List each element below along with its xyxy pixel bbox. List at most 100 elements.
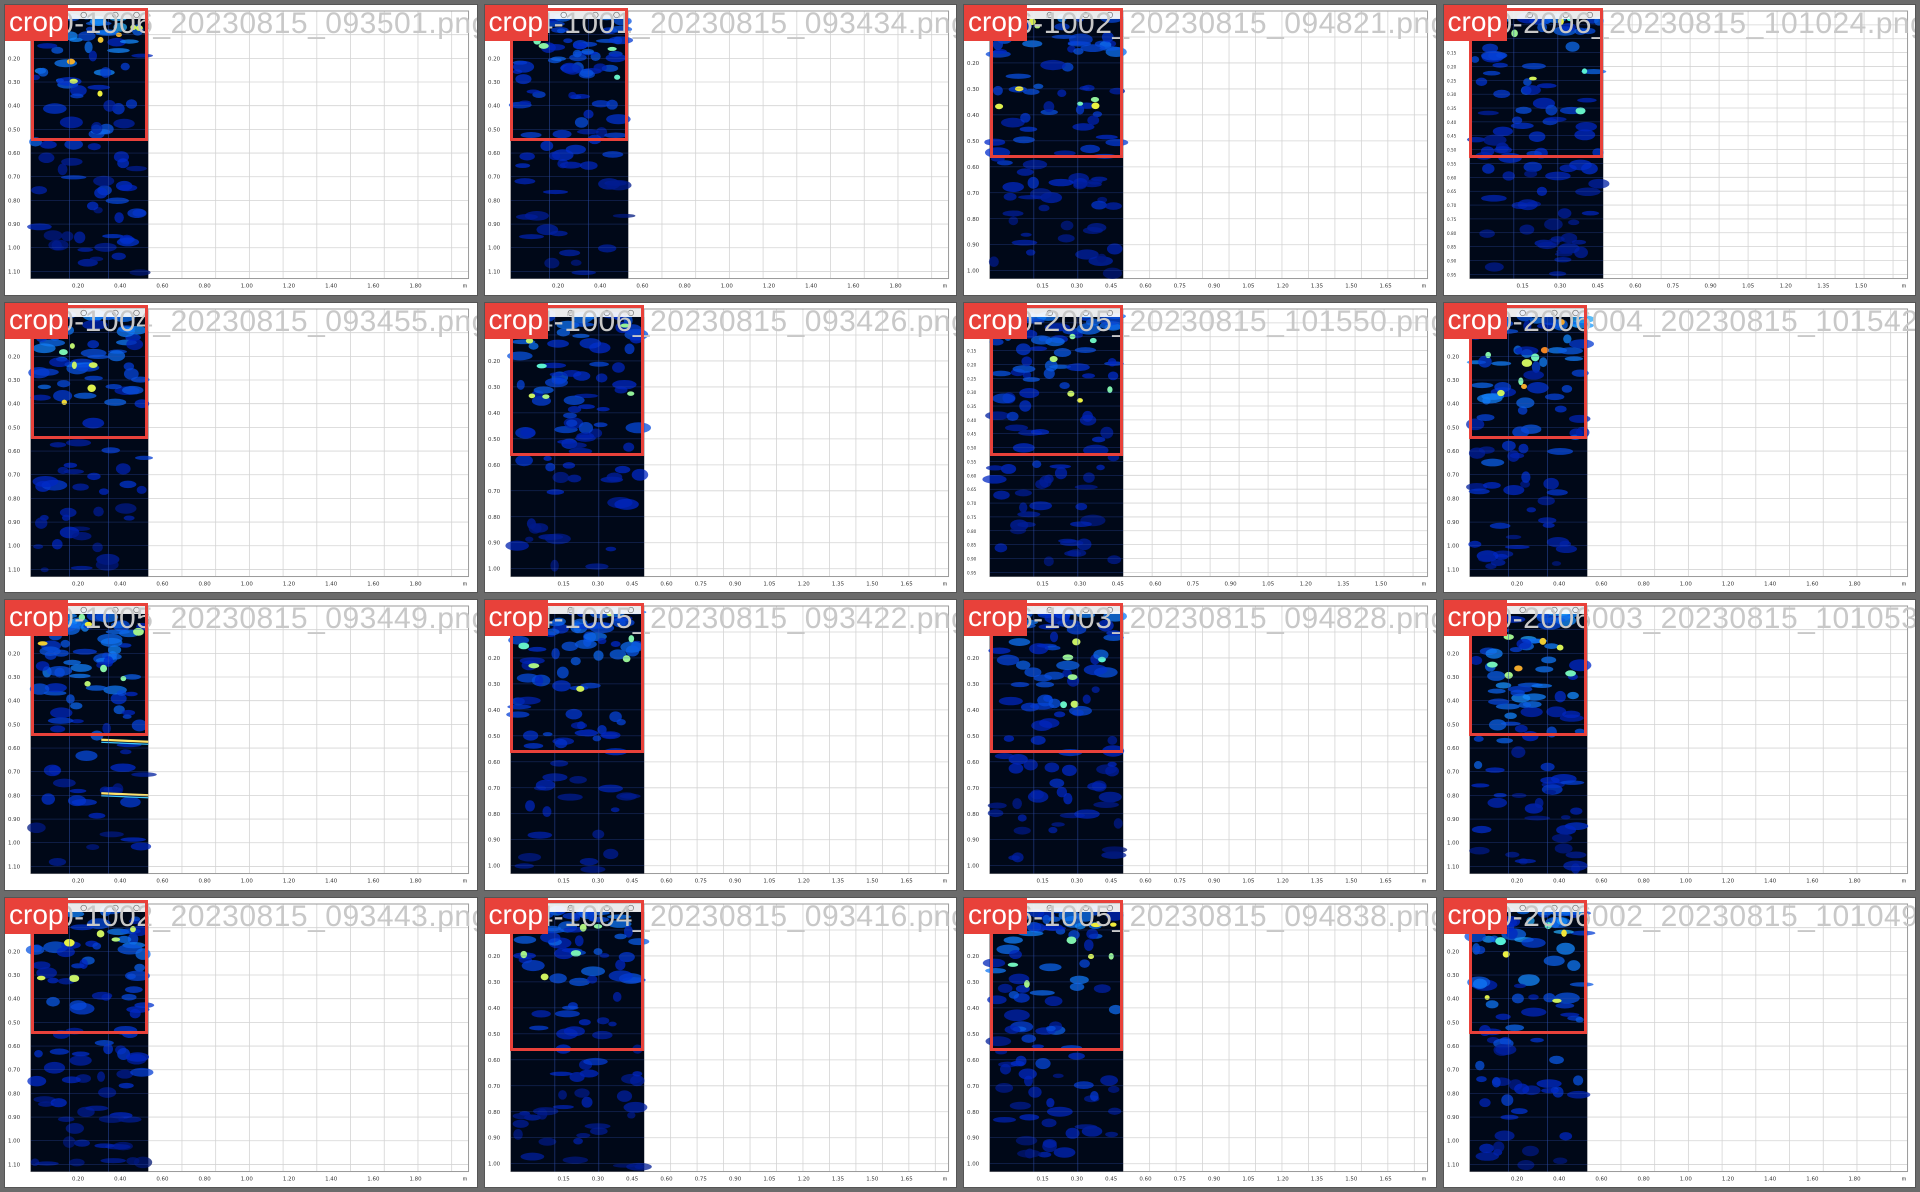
x-tick-label: 1.05	[1262, 581, 1274, 587]
signal-blob	[1525, 916, 1535, 925]
crop-region-box[interactable]	[510, 602, 644, 754]
y-tick-label: 0.90	[8, 520, 21, 526]
signal-blob	[1548, 1055, 1564, 1064]
signal-blob	[63, 462, 78, 468]
crop-region-box[interactable]	[1469, 602, 1587, 737]
crop-region-box[interactable]	[30, 305, 149, 439]
signal-blob	[990, 370, 1011, 376]
signal-blob	[1105, 202, 1122, 210]
screenshot-tile[interactable]: 0.100.200.300.400.500.600.700.800.901.00…	[4, 599, 478, 891]
crop-tag: crop	[1443, 5, 1507, 41]
crop-tag: crop	[5, 600, 69, 636]
screenshot-tile[interactable]: 0.100.200.300.400.500.600.700.800.901.00…	[4, 301, 478, 593]
unit-label: m	[1422, 879, 1427, 885]
signal-blob	[124, 691, 138, 697]
radar-plot: 0.100.200.300.400.500.600.700.800.901.00…	[487, 10, 949, 290]
signal-blob	[575, 431, 594, 440]
x-tick-label: 1.00	[1679, 581, 1692, 587]
signal-blob	[1516, 1159, 1534, 1170]
signal-hotspot	[1575, 107, 1586, 115]
x-tick-label: 1.50	[1375, 581, 1388, 587]
crop-region-box[interactable]	[30, 602, 149, 737]
screenshot-tile[interactable]: 0.100.200.300.400.500.600.700.800.901.00…	[4, 896, 478, 1188]
signal-hotspot	[619, 323, 630, 328]
y-tick-label: 0.40	[8, 996, 21, 1002]
signal-blob	[33, 1095, 56, 1103]
x-tick-label: 0.45	[626, 581, 638, 587]
signal-hotspot	[1517, 376, 1523, 385]
x-tick-label: 0.40	[1553, 581, 1566, 587]
signal-blob	[1108, 1107, 1122, 1115]
screenshot-tile[interactable]: 0.100.200.300.400.500.600.700.800.901.00…	[1442, 599, 1916, 891]
signal-blob	[43, 1061, 66, 1074]
crop-region-box[interactable]	[1469, 900, 1587, 1034]
signal-blob	[1080, 44, 1106, 53]
signal-blob	[520, 427, 535, 437]
signal-blob	[1019, 387, 1040, 398]
signal-blob	[1540, 1087, 1559, 1093]
signal-blob	[1082, 372, 1095, 378]
y-tick-label: 0.15	[1446, 51, 1456, 56]
crop-region-box[interactable]	[989, 7, 1124, 159]
crop-region-box[interactable]	[30, 7, 149, 142]
signal-hotspot	[1060, 701, 1068, 709]
screenshot-tile[interactable]: 0.100.200.300.400.500.600.700.800.901.00…	[963, 896, 1437, 1188]
crop-region-box[interactable]	[989, 602, 1124, 754]
crop-region-box[interactable]	[510, 305, 644, 456]
scan-heatmap	[987, 605, 1128, 874]
y-tick-label: 0.70	[1446, 472, 1459, 478]
y-tick-label: 0.40	[1446, 996, 1459, 1002]
signal-blob	[126, 1156, 140, 1165]
signal-blob	[1049, 631, 1059, 643]
screenshot-tile[interactable]: 0.100.200.300.400.500.600.700.800.901.00…	[1442, 301, 1916, 593]
crop-region-box[interactable]	[510, 7, 628, 142]
screenshot-tile[interactable]: 0.100.200.300.400.500.600.700.800.901.00…	[963, 4, 1437, 296]
x-tick-label: 1.20	[797, 879, 810, 885]
signal-blob	[1534, 666, 1553, 673]
screenshot-tile[interactable]: 0.050.100.150.200.250.300.350.400.450.50…	[963, 301, 1437, 593]
crop-region-box[interactable]	[1469, 305, 1587, 439]
signal-blob	[33, 543, 44, 549]
screenshot-tile[interactable]: 0.100.200.300.400.500.600.700.800.901.00…	[1442, 896, 1916, 1188]
signal-blob	[1091, 200, 1107, 210]
screenshot-tile[interactable]: 0.100.200.300.400.500.600.700.800.901.00…	[483, 599, 957, 891]
signal-blob	[46, 665, 73, 677]
crop-region-box[interactable]	[1469, 7, 1603, 159]
signal-blob	[514, 163, 530, 169]
signal-blob	[36, 966, 57, 978]
signal-blob	[1030, 428, 1050, 435]
crop-region-box[interactable]	[510, 900, 644, 1051]
signal-blob	[1091, 436, 1106, 442]
signal-blob	[570, 656, 581, 666]
x-tick-label: 0.60	[156, 581, 169, 587]
signal-blob	[527, 646, 546, 652]
signal-blob	[988, 256, 999, 267]
x-tick-label: 0.40	[114, 284, 127, 290]
signal-blob	[1511, 425, 1529, 438]
screenshot-tile[interactable]: 0.100.200.300.400.500.600.700.800.901.00…	[483, 4, 957, 296]
signal-blob	[1060, 220, 1074, 231]
signal-hotspot	[84, 621, 93, 627]
signal-hotspot	[626, 390, 634, 396]
signal-blob	[614, 958, 625, 970]
crop-region-box[interactable]	[30, 900, 149, 1034]
screenshot-tile[interactable]: 0.100.200.300.400.500.600.700.800.901.00…	[963, 599, 1437, 891]
signal-blob	[1018, 1068, 1037, 1080]
signal-blob	[1574, 187, 1600, 197]
crop-region-box[interactable]	[989, 900, 1124, 1051]
signal-blob	[66, 694, 75, 704]
y-tick-label: 0.50	[8, 425, 21, 431]
screenshot-tile[interactable]: 0.100.200.300.400.500.600.700.800.901.00…	[483, 301, 957, 593]
y-tick-label: 0.60	[1446, 746, 1459, 752]
signal-blob	[513, 935, 536, 944]
channel-icon	[1106, 904, 1113, 911]
signal-blob	[1504, 1023, 1524, 1031]
signal-blob	[584, 1122, 610, 1129]
x-tick-label: 0.45	[1105, 284, 1117, 290]
screenshot-tile[interactable]: 0.100.200.300.400.500.600.700.800.901.00…	[4, 4, 478, 296]
screenshot-tile[interactable]: 0.050.100.150.200.250.300.350.400.450.50…	[1442, 4, 1916, 296]
signal-blob	[113, 118, 135, 129]
crop-region-box[interactable]	[989, 305, 1124, 456]
y-tick-label: 0.30	[8, 675, 21, 681]
screenshot-tile[interactable]: 0.100.200.300.400.500.600.700.800.901.00…	[483, 896, 957, 1188]
